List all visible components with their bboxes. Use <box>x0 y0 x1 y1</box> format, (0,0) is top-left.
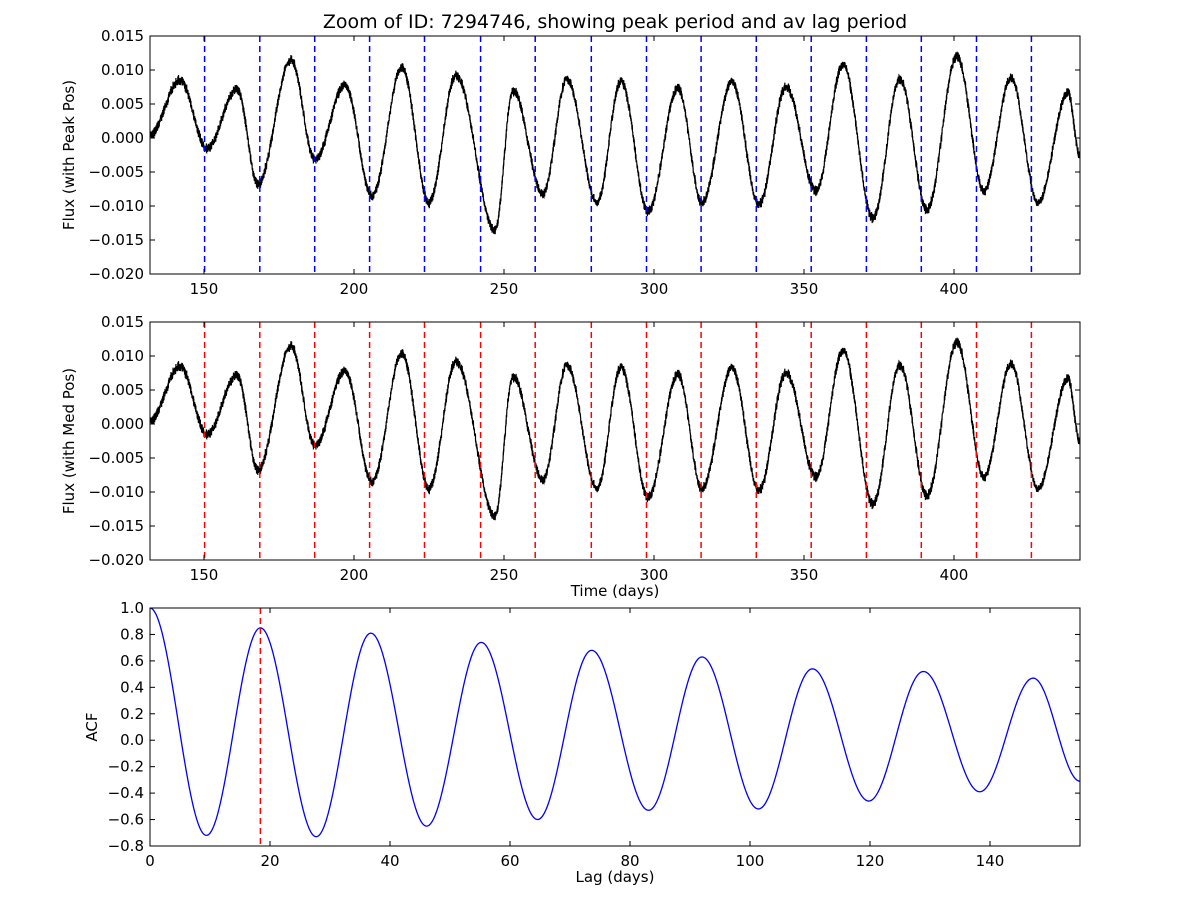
y-tick-label: 0.005 <box>101 95 144 113</box>
x-tick-label: 200 <box>340 280 369 298</box>
x-tick-label: 400 <box>940 280 969 298</box>
plot-area-flux-med <box>150 322 1080 560</box>
flux-line <box>150 51 1080 235</box>
y-tick-label: −0.015 <box>88 231 144 249</box>
y-tick-label: −0.020 <box>88 265 144 283</box>
y-tick-label: 0.0 <box>120 731 144 749</box>
y-tick-label: 0.000 <box>101 415 144 433</box>
y-tick-label: 0.005 <box>101 381 144 399</box>
x-tick-label: 250 <box>490 280 519 298</box>
y-tick-label: −0.005 <box>88 449 144 467</box>
x-axis-label: Time (days) <box>570 582 660 600</box>
plot-area-acf <box>150 608 1080 846</box>
y-tick-label: 0.010 <box>101 347 144 365</box>
y-axis-label: ACF <box>83 712 101 741</box>
axes-frame <box>149 35 1081 275</box>
y-tick-label: 0.4 <box>120 678 144 696</box>
x-tick-label: 80 <box>620 852 639 870</box>
y-tick-label: 0.2 <box>120 705 144 723</box>
panel-acf: 0 20 40 60 80 100 120 140 1.0 0.8 0.6 0.4 0.2 0.0 −0.2… <box>83 599 1081 886</box>
y-tick-label: −0.020 <box>88 551 144 569</box>
x-tick-label: 350 <box>790 280 819 298</box>
panel-flux-med: 150 200 250 300 350 400 0.015 0.010 0.005 0.000 −0… <box>60 313 1081 600</box>
y-axis-label: Flux (with Med Pos) <box>60 368 78 514</box>
x-tick-label: 200 <box>340 566 369 584</box>
x-tick-label: 120 <box>856 852 885 870</box>
y-tick-label: 0.015 <box>101 27 144 45</box>
x-tick-label: 400 <box>940 566 969 584</box>
y-tick-label: −0.8 <box>108 837 144 855</box>
x-tick-label: 20 <box>260 852 279 870</box>
x-tick-label: 0 <box>145 852 155 870</box>
x-tick-label: 300 <box>640 566 669 584</box>
y-tick-label: −0.015 <box>88 517 144 535</box>
y-tick-label: −0.010 <box>88 197 144 215</box>
acf-line <box>150 608 1080 838</box>
x-tick-label: 140 <box>976 852 1005 870</box>
x-tick-label: 100 <box>736 852 765 870</box>
panels: 150 200 250 300 350 4000.0150.0100.0050.000−0… <box>60 27 1081 886</box>
x-tick-label: 250 <box>490 566 519 584</box>
x-tick-label: 150 <box>190 566 219 584</box>
y-tick-label: −0.005 <box>88 163 144 181</box>
y-tick-label: 0.6 <box>120 652 144 670</box>
figure-title: Zoom of ID: 7294746, showing peak period… <box>323 11 907 33</box>
y-tick-label: 0.000 <box>101 129 144 147</box>
x-axis-label: Lag (days) <box>576 868 655 886</box>
x-tick-label: 40 <box>380 852 399 870</box>
x-tick-label: 300 <box>640 280 669 298</box>
y-tick-label: 0.010 <box>101 61 144 79</box>
y-tick-label: 0.8 <box>120 625 144 643</box>
y-axis-label: Flux (with Peak Pos) <box>60 80 78 230</box>
y-tick-label: −0.2 <box>108 758 144 776</box>
flux-line <box>150 337 1080 521</box>
y-tick-label: −0.4 <box>108 784 144 802</box>
y-tick-label: 1.0 <box>120 599 144 617</box>
y-tick-label: 0.015 <box>101 313 144 331</box>
panel-flux-peak: 150 200 250 300 350 400 0.015 0.010 0.005 0.000 −0… <box>60 27 1081 298</box>
x-tick-label: 60 <box>500 852 519 870</box>
y-tick-label: −0.6 <box>108 811 144 829</box>
y-tick-label: −0.010 <box>88 483 144 501</box>
x-tick-label: 350 <box>790 566 819 584</box>
plot-area-flux-peak <box>150 36 1080 274</box>
axes-frame <box>149 321 1081 561</box>
x-tick-label: 150 <box>190 280 219 298</box>
axes-frame <box>149 607 1081 847</box>
